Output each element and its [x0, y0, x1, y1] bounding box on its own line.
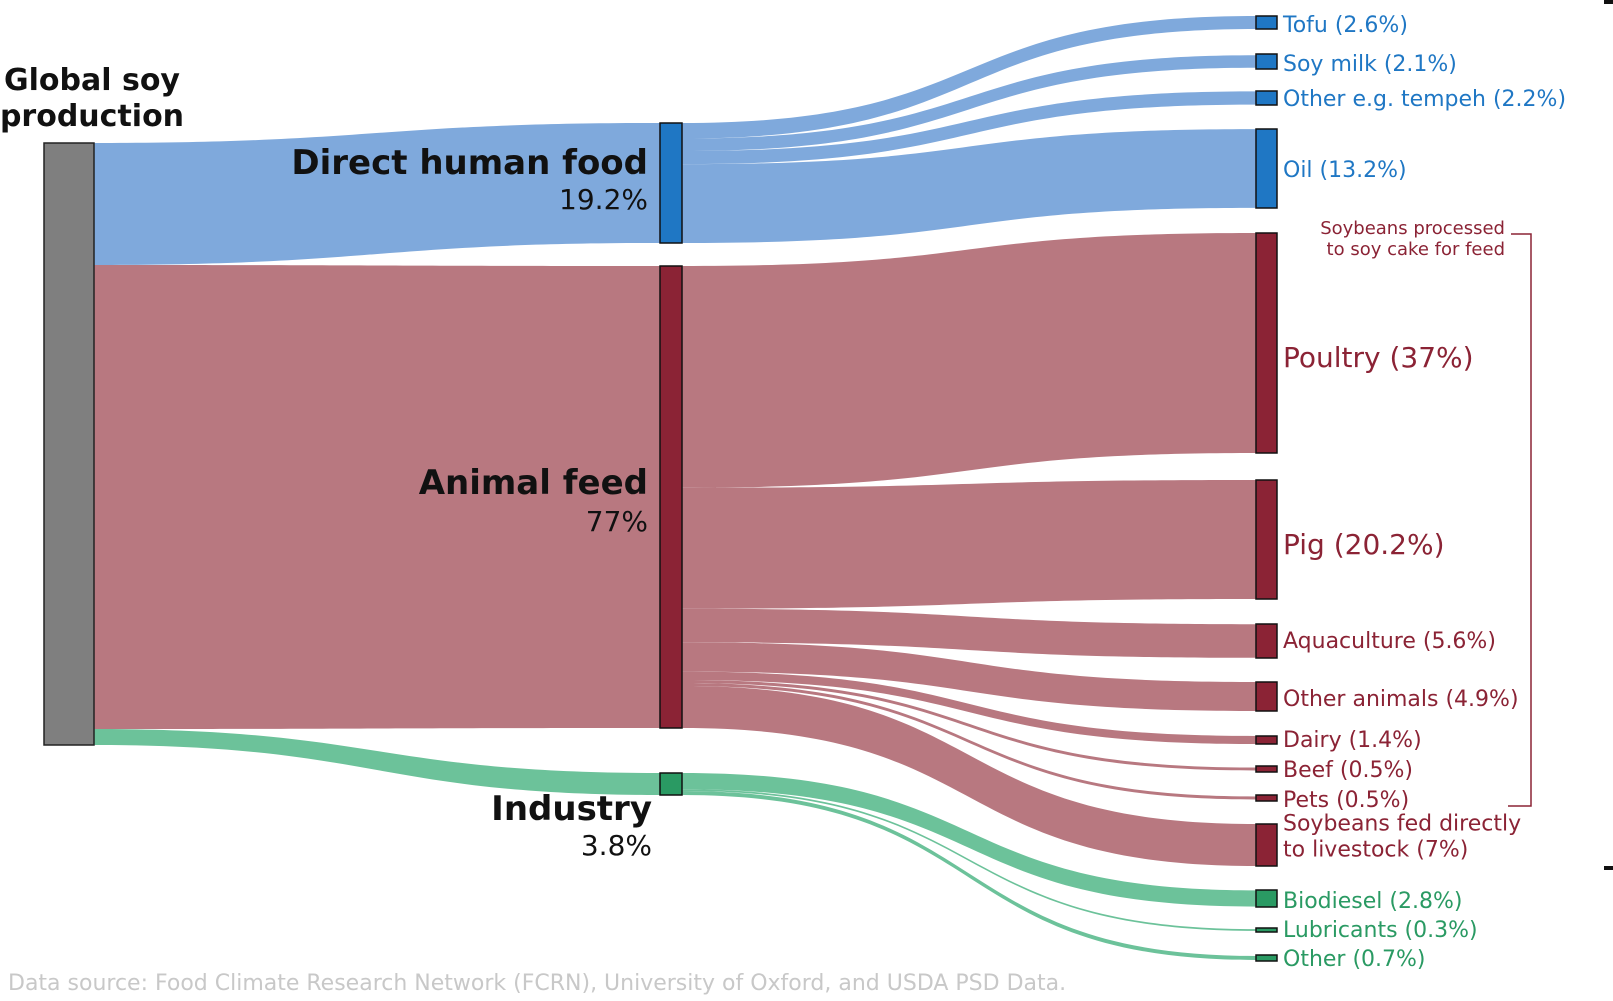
flow-feed-to-pig: [682, 480, 1256, 609]
category-name-animal-feed: Animal feed: [419, 463, 648, 503]
edge-mark-top: [1604, 0, 1613, 4]
flow-industry-to-other: [682, 790, 1256, 961]
edge-mark-bottom: [1604, 866, 1613, 870]
flow-feed-to-other-animals: [682, 642, 1256, 711]
flow-feed-to-poultry: [682, 233, 1256, 488]
node-other: [1255, 954, 1278, 962]
source-note: Data source: Food Climate Research Netwo…: [8, 971, 1066, 996]
source-title: Global soy production: [0, 63, 184, 134]
node-dairy: [1255, 735, 1278, 745]
category-percent-industry: 3.8%: [581, 829, 652, 862]
flow-food-to-tofu: [682, 16, 1256, 139]
flow-food-to-other-e-g-tempeh: [682, 91, 1256, 165]
node-pig: [1255, 479, 1278, 600]
node-aquaculture: [1255, 623, 1278, 659]
flow-industry-to-lubricants: [682, 789, 1256, 931]
flow-source-to-direct-human-food: [94, 123, 660, 265]
flow-feed-to-beef: [682, 680, 1256, 771]
use-label-aquaculture: Aquaculture (5.6%): [1283, 629, 1496, 654]
category-name-industry: Industry: [491, 789, 652, 829]
use-label-tofu: Tofu (2.6%): [1282, 13, 1408, 38]
node-poultry: [1255, 232, 1278, 454]
node-industry: [659, 772, 683, 796]
node-pets: [1255, 794, 1278, 802]
flow-food-to-oil: [682, 129, 1256, 243]
use-label-other-animals: Other animals (4.9%): [1283, 687, 1519, 712]
flow-source-to-animal-feed: [94, 265, 660, 729]
use-label-other: Other (0.7%): [1283, 947, 1426, 972]
node-biodiesel: [1255, 889, 1278, 908]
sankey-nodes: [43, 15, 1278, 962]
use-label-soybeans-fed-directly-to-livestock: Soybeans fed directly to livestock (7%): [1283, 812, 1521, 863]
node-soy-milk: [1255, 53, 1278, 70]
node-other-animals: [1255, 681, 1278, 712]
soy-cake-note: Soybeans processed to soy cake for feed: [1320, 218, 1505, 260]
sankey-links: [94, 16, 1256, 961]
node-beef: [1255, 765, 1278, 773]
use-label-biodiesel: Biodiesel (2.8%): [1283, 889, 1462, 914]
category-percent-animal-feed: 77%: [586, 505, 648, 538]
flow-industry-to-biodiesel: [682, 773, 1256, 907]
use-label-soy-milk: Soy milk (2.1%): [1283, 52, 1457, 77]
use-label-pets: Pets (0.5%): [1283, 788, 1409, 813]
flow-feed-to-dairy: [682, 671, 1256, 744]
use-label-other-e-g-tempeh: Other e.g. tempeh (2.2%): [1283, 87, 1566, 112]
soy-cake-bracket: [1508, 233, 1532, 807]
node-global-soy-production: [43, 142, 95, 746]
node-lubricants: [1255, 927, 1278, 933]
flow-feed-to-soybeans-fed-directly-to-livestock: [682, 686, 1256, 866]
flow-feed-to-aquaculture: [682, 608, 1256, 658]
flow-food-to-soy-milk: [682, 55, 1256, 152]
category-percent-direct-human-food: 19.2%: [559, 183, 648, 216]
use-label-poultry: Poultry (37%): [1283, 341, 1474, 374]
category-name-direct-human-food: Direct human food: [291, 143, 648, 183]
use-label-pig: Pig (20.2%): [1283, 528, 1445, 561]
node-soybeans-fed-directly-to-livestock: [1255, 823, 1278, 867]
flow-source-to-industry: [94, 729, 660, 795]
use-label-dairy: Dairy (1.4%): [1283, 728, 1422, 753]
node-tofu: [1255, 15, 1278, 30]
node-animal-feed: [659, 265, 683, 729]
flow-feed-to-pets: [682, 683, 1256, 800]
use-label-oil: Oil (13.2%): [1283, 158, 1407, 183]
node-oil: [1255, 128, 1278, 209]
node-other-e-g-tempeh: [1255, 90, 1278, 106]
use-label-beef: Beef (0.5%): [1283, 758, 1413, 783]
node-direct-human-food: [659, 122, 683, 244]
use-label-lubricants: Lubricants (0.3%): [1283, 918, 1478, 943]
